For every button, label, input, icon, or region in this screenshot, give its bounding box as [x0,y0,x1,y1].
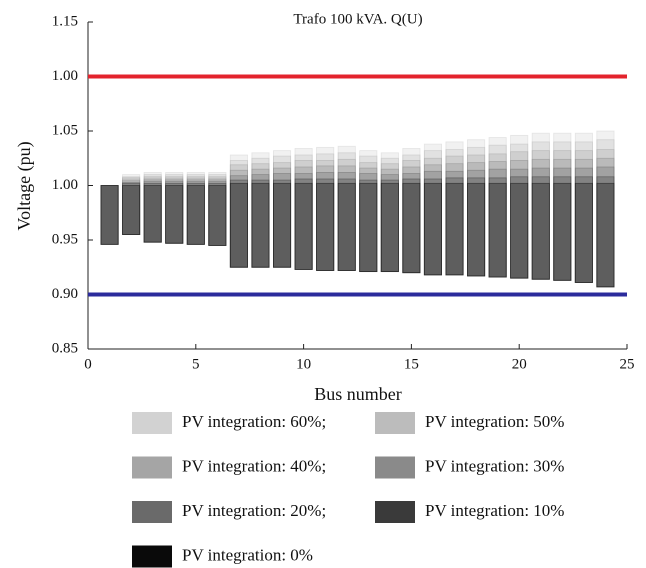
y-tick-label: 0.85 [52,340,78,356]
voltage-range-bar [229,182,248,268]
voltage-range-bar [359,182,378,273]
legend-label: PV integration: 0% [182,545,313,564]
voltage-range-bar [316,182,335,271]
x-tick-label: 0 [84,356,92,372]
legend-swatch [375,456,415,479]
y-tick-label: 0.90 [52,286,78,302]
voltage-range-bar [445,182,464,276]
voltage-range-bar [208,185,227,246]
x-tick-label: 25 [620,356,635,372]
voltage-range-bar [467,182,486,277]
voltage-range-bar [122,185,141,235]
legend-swatch [132,456,172,479]
x-tick-label: 15 [404,356,419,372]
x-tick-label: 5 [192,356,200,372]
voltage-range-bar [380,182,399,273]
legend-label: PV integration: 20%; [182,501,326,520]
y-tick-label: 0.95 [52,231,78,247]
voltage-range-bar [423,182,442,276]
legend-swatch [132,501,172,523]
voltage-range-bar [553,182,572,281]
legend-label: PV integration: 50% [425,412,564,431]
y-tick-label: 1.00 [52,68,78,84]
voltage-range-bar [273,182,292,268]
y-tick-label: 1.00 [52,177,78,193]
voltage-range-bar [143,185,162,243]
voltage-range-bar [510,182,529,279]
voltage-range-bar [294,182,313,270]
legend-swatch [375,412,415,434]
x-tick-label: 10 [296,356,311,372]
chart-title: Trafo 100 kVA. Q(U) [293,11,422,27]
voltage-range-bar [596,182,615,288]
voltage-range-bar [531,182,550,280]
y-tick-label: 1.15 [52,13,78,29]
legend-label: PV integration: 40%; [182,456,326,475]
legend-label: PV integration: 60%; [182,412,326,431]
voltage-range-bar [165,185,184,244]
voltage-range-bar [100,185,119,245]
legend-label: PV integration: 10% [425,501,564,520]
voltage-range-bar [251,182,270,268]
voltage-range-bar [402,182,421,274]
voltage-range-bar [488,182,507,278]
legend-swatch [132,412,172,434]
voltage-range-bar [574,182,593,283]
legend-label: PV integration: 30% [425,456,564,475]
legend-swatch [375,501,415,523]
x-axis-label: Bus number [314,384,402,404]
x-tick-label: 20 [512,356,527,372]
y-tick-label: 1.05 [52,122,78,138]
voltage-range-bar [186,185,205,245]
legend-swatch [132,545,172,568]
y-axis-label: Voltage (pu) [14,141,35,230]
voltage-range-bar [337,182,356,271]
